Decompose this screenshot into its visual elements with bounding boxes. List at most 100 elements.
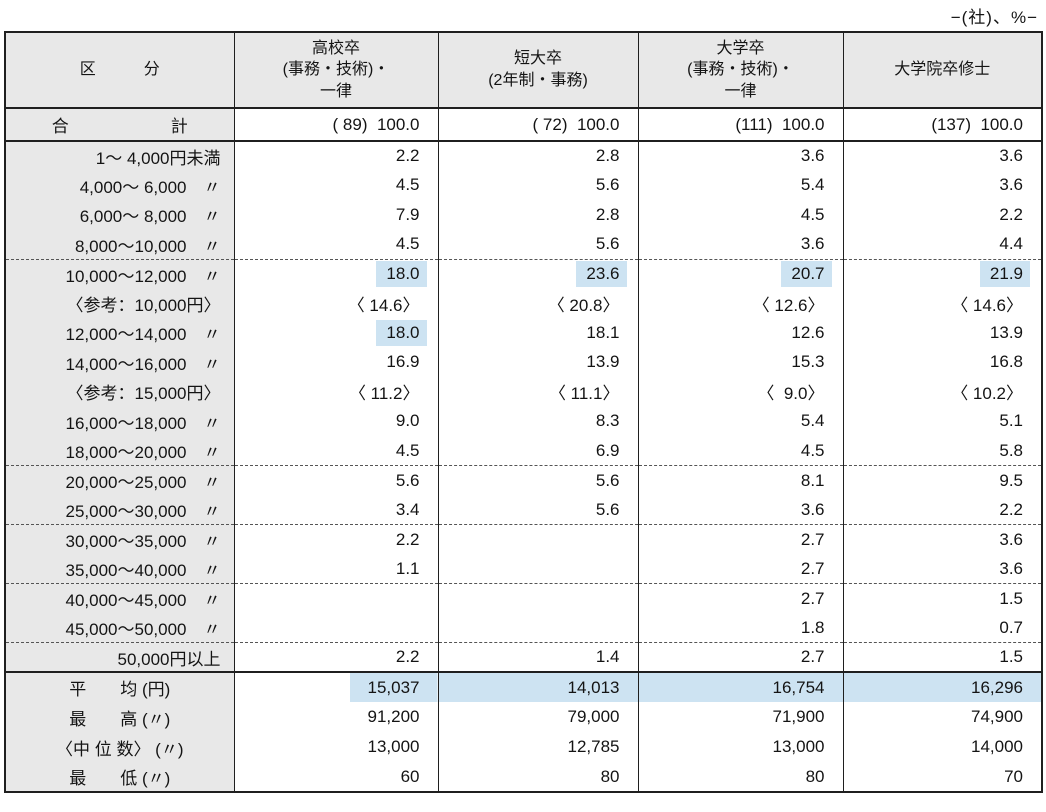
value-cell: 0.7 [842, 613, 1043, 643]
value-cell: 4.5 [233, 436, 439, 466]
value-cell: 2.8 [437, 200, 639, 230]
header-row: 区 分 高校卒 (事務・技術)・ 一律 短大卒 (2年制・事務) 大学卒 (事務… [4, 32, 1043, 109]
value-cell: 2.2 [842, 200, 1043, 230]
table-body: 合 計( 89) 100.0( 72) 100.0 (111) 100.0 (137… [4, 108, 1043, 792]
header-col-university: 大学卒 (事務・技術)・ 一律 [637, 32, 844, 109]
row-label: 45,000〜50,000 〃 [4, 613, 235, 643]
value-cell: 〈 11.2〉 [233, 377, 439, 407]
table-row: 25,000〜30,000 〃 3.4 5.6 3.6 2.2 [4, 495, 1043, 525]
value-cell: 5.6 [437, 170, 639, 200]
value-cell: 2.7 [637, 583, 844, 613]
value-cell: 4.5 [233, 170, 439, 200]
value-cell: ( 72) 100.0 [437, 108, 639, 142]
highlighted-value: 20.7 [781, 261, 832, 287]
value-cell: 12,785 [437, 732, 639, 762]
value-cell: 4.5 [233, 229, 439, 260]
row-label: 40,000〜45,000 〃 [4, 583, 235, 613]
table-row: 8,000〜10,000 〃 4.5 5.6 3.6 4.4 [4, 229, 1043, 260]
statistics-table-wrap: 区 分 高校卒 (事務・技術)・ 一律 短大卒 (2年制・事務) 大学卒 (事務… [4, 31, 1043, 793]
value-cell [437, 524, 639, 554]
value-cell: 〈 20.8〉 [437, 288, 639, 318]
value-cell: 5.8 [842, 436, 1043, 466]
highlighted-value: 23.6 [576, 261, 627, 287]
value-cell: 1.4 [437, 642, 639, 673]
value-cell: 13,000 [233, 732, 439, 762]
value-cell: 3.6 [842, 554, 1043, 584]
value-cell: 13,000 [637, 732, 844, 762]
value-cell: 2.7 [637, 642, 844, 673]
value-cell: 1.8 [637, 613, 844, 643]
value-cell: 3.4 [233, 495, 439, 525]
header-category: 区 分 [4, 32, 235, 109]
highlighted-value: 18.0 [376, 261, 427, 287]
value-cell: 14,000 [842, 732, 1043, 762]
value-cell: 3.6 [842, 524, 1043, 554]
row-label: 8,000〜10,000 〃 [4, 229, 235, 260]
header-col-juniorcollege: 短大卒 (2年制・事務) [437, 32, 639, 109]
row-label: 16,000〜18,000 〃 [4, 406, 235, 436]
value-cell: 5.6 [437, 495, 639, 525]
row-label: 18,000〜20,000 〃 [4, 436, 235, 466]
value-cell: 2.8 [437, 141, 639, 171]
value-cell: 3.6 [637, 141, 844, 171]
row-label: 14,000〜16,000 〃 [4, 347, 235, 377]
highlighted-value: 18.0 [376, 319, 427, 346]
table-row: 30,000〜35,000 〃 2.2 2.7 3.6 [4, 524, 1043, 554]
row-label: 25,000〜30,000 〃 [4, 495, 235, 525]
value-cell: (111) 100.0 [637, 108, 844, 142]
table-row: 〈参考：15,000円〉〈 11.2〉〈 11.1〉〈 9.0〉〈 10.2〉 [4, 377, 1043, 407]
row-label: 30,000〜35,000 〃 [4, 524, 235, 554]
value-cell: 〈 9.0〉 [637, 377, 844, 407]
row-label: 最 高 (〃) [4, 702, 235, 732]
row-label: 20,000〜25,000 〃 [4, 465, 235, 495]
value-cell: 〈 11.1〉 [437, 377, 639, 407]
value-cell: (137) 100.0 [842, 108, 1043, 142]
value-cell [437, 613, 639, 643]
row-label: 合 計 [4, 108, 235, 142]
value-cell: 71,900 [637, 702, 844, 732]
table-row: 〈参考：10,000円〉〈 14.6〉〈 20.8〉〈 12.6〉〈 14.6〉 [4, 288, 1043, 318]
table-row: 35,000〜40,000 〃 1.1 2.7 3.6 [4, 554, 1043, 584]
value-cell: 9.5 [842, 465, 1043, 495]
value-cell: 79,000 [437, 702, 639, 732]
value-cell: 13.9 [437, 347, 639, 377]
value-cell: 5.6 [437, 229, 639, 260]
value-cell: 8.3 [437, 406, 639, 436]
table-row: 4,000〜 6,000 〃 4.5 5.6 5.4 3.6 [4, 170, 1043, 200]
value-cell: 80 [637, 762, 844, 792]
value-cell: 7.9 [233, 200, 439, 230]
header-col-graduate: 大学院卒修士 [842, 32, 1043, 109]
value-cell: 91,200 [233, 702, 439, 732]
value-cell: 2.7 [637, 554, 844, 584]
row-label: 1〜 4,000円未満 [4, 141, 235, 171]
table-row: 14,000〜16,000 〃 16.9 13.9 15.3 16.8 [4, 347, 1043, 377]
value-cell: 〈 14.6〉 [842, 288, 1043, 318]
value-cell: 16,296 [842, 672, 1043, 702]
row-label: 最 低 (〃) [4, 762, 235, 792]
value-cell: 2.2 [233, 524, 439, 554]
value-cell: 16,754 [637, 672, 844, 702]
value-cell: 15,037 [233, 672, 439, 702]
value-cell: 3.6 [637, 229, 844, 260]
table-header: 区 分 高校卒 (事務・技術)・ 一律 短大卒 (2年制・事務) 大学卒 (事務… [4, 32, 1043, 109]
value-cell [233, 583, 439, 613]
value-cell: 8.1 [637, 465, 844, 495]
value-cell: 3.6 [637, 495, 844, 525]
value-cell [437, 583, 639, 613]
value-cell: 1.5 [842, 642, 1043, 673]
table-row: 6,000〜 8,000 〃 7.9 2.8 4.5 2.2 [4, 200, 1043, 230]
value-cell: 2.2 [233, 141, 439, 171]
value-cell: 〈 14.6〉 [233, 288, 439, 318]
value-cell: 5.4 [637, 406, 844, 436]
header-col-highschool: 高校卒 (事務・技術)・ 一律 [233, 32, 439, 109]
row-label: 〈参考：15,000円〉 [4, 377, 235, 407]
row-label: 12,000〜14,000 〃 [4, 318, 235, 348]
value-cell: 21.9 [842, 259, 1043, 289]
value-cell: 5.6 [437, 465, 639, 495]
value-cell [233, 613, 439, 643]
value-cell: 5.6 [233, 465, 439, 495]
salary-distribution-table: 区 分 高校卒 (事務・技術)・ 一律 短大卒 (2年制・事務) 大学卒 (事務… [4, 31, 1043, 793]
row-label: 35,000〜40,000 〃 [4, 554, 235, 584]
value-cell: 6.9 [437, 436, 639, 466]
value-cell: 15.3 [637, 347, 844, 377]
